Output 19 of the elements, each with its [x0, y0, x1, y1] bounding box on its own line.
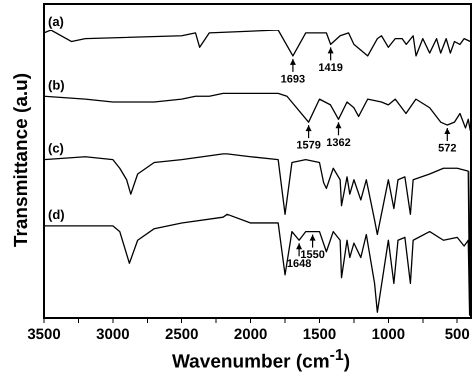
annotation: (d)	[48, 206, 65, 222]
y-axis-title: Transmittance (a.u)	[11, 72, 33, 248]
annotation: 1579	[296, 140, 321, 152]
x-axis-title: Wavenumber (cm$^{-1}$)	[170, 346, 352, 373]
x-tick-label: 3500	[27, 326, 61, 344]
annotation: (c)	[48, 140, 64, 156]
x-tick-label: 1500	[302, 326, 336, 344]
annotation: (a)	[48, 14, 64, 29]
annotation: 1419	[318, 62, 343, 74]
annotation: 1362	[326, 136, 351, 149]
annotation: (b)	[48, 77, 65, 92]
x-tick-label: 2000	[234, 326, 268, 344]
x-tick-label: 500	[444, 326, 470, 344]
annotation: 1648	[286, 258, 312, 270]
x-tick-label: 1000	[372, 326, 406, 344]
annotation: 572	[438, 142, 456, 155]
x-tick-label: 2500	[165, 326, 198, 344]
annotation: 1693	[280, 73, 306, 86]
x-tick-label: 3000	[96, 326, 130, 344]
